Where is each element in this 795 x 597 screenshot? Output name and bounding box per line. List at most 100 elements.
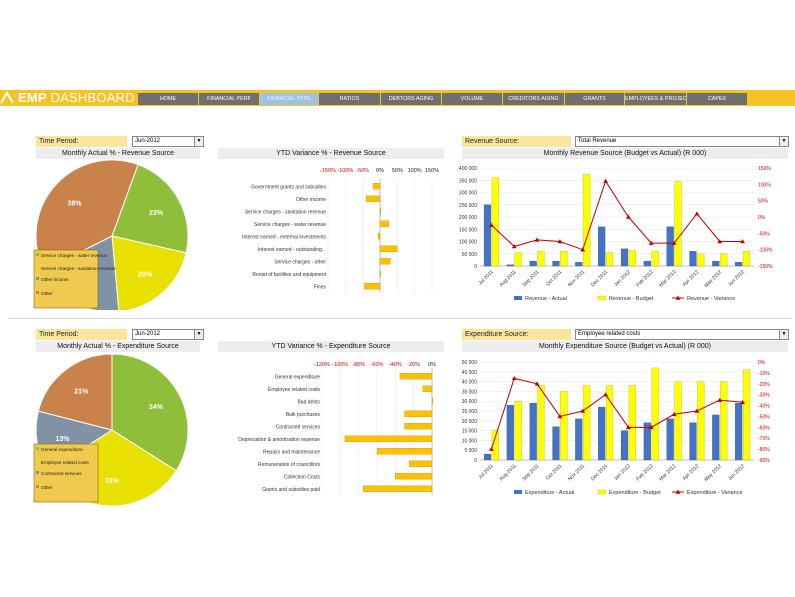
legend-marker-variance (675, 489, 681, 494)
axis-category-label: Interest earned - external investments (242, 234, 326, 240)
x-tick-label: Sep 2011 (521, 269, 540, 288)
y-tick-label: 45 000 (462, 370, 478, 376)
y2-tick-label: -100% (758, 248, 773, 254)
x-tick-label: Dec 2011 (590, 463, 609, 482)
chevron-down-icon[interactable]: ▼ (779, 137, 788, 146)
x-tick-label: Jun 2012 (727, 269, 746, 288)
y2-tick-label: 150% (758, 166, 771, 172)
budget-bar (605, 252, 614, 267)
logo-rest: DASHBOARD (46, 90, 135, 105)
variance-point (740, 239, 745, 244)
variance-bar (365, 195, 381, 202)
chevron-down-icon[interactable]: ▼ (194, 137, 203, 146)
axis-category-label: Service charges - other (274, 259, 326, 265)
pie-legend-entry: Service charges - water revenue (41, 253, 108, 258)
nav-grants[interactable]: GRANTS (565, 93, 624, 105)
variance-point (671, 240, 677, 245)
budget-bar (514, 252, 522, 267)
axis-category-label: Service charges - water revenue (254, 222, 326, 228)
nav-debtors-aging[interactable]: DEBTORS AGING (381, 93, 441, 105)
expenditure-source-control: Expenditure Source: Employee related cos… (462, 329, 789, 340)
pie-legend-swatch (36, 485, 39, 488)
chevron-down-icon[interactable]: ▼ (194, 330, 203, 339)
variance-point (694, 408, 700, 413)
y2-tick-label: 100% (758, 182, 771, 188)
budget-bar (628, 249, 636, 267)
pie-legend-entry: Contracted services (41, 471, 82, 476)
pie-legend-box (33, 249, 99, 309)
variance-bar (364, 283, 381, 290)
variance-point (557, 239, 563, 244)
actual-bar (552, 260, 560, 267)
budget-bar (583, 173, 591, 267)
pie-legend-swatch (36, 266, 39, 269)
legend-budget: Expenditure - Budget (609, 490, 661, 496)
pie-legend-entry: Employee related costs (41, 460, 89, 465)
variance-point (626, 214, 631, 219)
axis-tick-label: -120% (314, 362, 330, 368)
nav-ratios[interactable]: RATIOS (319, 93, 380, 105)
actual-bar (735, 262, 743, 267)
x-tick-label: Dec 2011 (590, 269, 609, 288)
axis-tick-label: -80% (352, 362, 365, 368)
expenditure-period-value: Jun-2012 (135, 331, 161, 337)
pie-legend-box (33, 443, 99, 503)
axis-category-label: Other income (296, 197, 326, 203)
legend-variance: Revenue - Variance (687, 296, 735, 302)
y-tick-label: 25 000 (462, 409, 478, 415)
expenditure-period-select[interactable]: Jun-2012 ▼ (132, 329, 204, 340)
actual-bar (598, 226, 606, 267)
revenue-source-label: Revenue Source: (462, 136, 571, 147)
y-tick-label: 5 000 (464, 448, 477, 454)
budget-bar (537, 385, 545, 461)
axis-tick-label: -100% (332, 362, 348, 368)
axis-category-label: Service charges - sanitation revenue (245, 209, 326, 215)
chevron-down-icon[interactable]: ▼ (779, 330, 788, 339)
y-tick-label: 100 000 (459, 240, 477, 246)
pie-data-label: 20% (138, 272, 153, 279)
nav-creditors-aging[interactable]: CREDITORS AGING (503, 93, 564, 105)
variance-line (491, 179, 743, 251)
revenue-pie-title: Monthly Actual % - Revenue Source (36, 148, 200, 159)
pie-data-label: 23% (149, 210, 164, 217)
variance-bar (379, 208, 381, 215)
pie-data-label: 13% (55, 436, 70, 443)
nav-employees-projects[interactable]: EMPLOYEES & PROJECTS (625, 93, 686, 105)
revenue-pie-chart: 23%20%19%38%Service charges - water reve… (33, 160, 189, 310)
axis-category-label: General expenditure (275, 374, 321, 380)
budget-bar (605, 385, 614, 461)
nav-volume[interactable]: VOLUME (442, 93, 502, 105)
pie-slice (37, 354, 113, 431)
y-tick-label: 400 000 (459, 166, 477, 172)
revenue-variance-chart: -150% -100% -50% 0% 50% 100% 150% Government gr… (242, 168, 439, 293)
variance-point (534, 381, 540, 386)
y2-tick-label: -30% (758, 393, 770, 399)
pie-legend-entry: Service charges - sanitation revenue (41, 266, 116, 271)
app-logo: EMP DASHBOARD (18, 90, 135, 106)
variance-bar (404, 423, 433, 430)
budget-bar (537, 251, 545, 267)
axis-category-label: Collection Costs (284, 474, 321, 480)
x-tick-label: Nov 2011 (567, 463, 586, 482)
variance-bar (379, 220, 389, 227)
y2-tick-label: -70% (758, 436, 770, 442)
axis-tick-label: -20% (407, 362, 420, 368)
nav-financial-type[interactable]: FINANCIAL TYPE (260, 93, 318, 105)
y2-tick-label: 50% (758, 199, 769, 205)
y-tick-label: 30 000 (462, 399, 478, 405)
variance-bar (404, 410, 433, 417)
expenditure-source-select[interactable]: Employee related costs ▼ (575, 329, 789, 340)
revenue-source-select[interactable]: Total Revenue ▼ (575, 136, 789, 147)
nav-financial-perf[interactable]: FINANCIAL PERF (199, 93, 259, 105)
actual-bar (712, 260, 720, 267)
nav-home[interactable]: HOME (138, 93, 198, 105)
budget-bar (583, 385, 591, 461)
revenue-period-select[interactable]: Jun-2012 ▼ (132, 136, 204, 147)
pie-legend-swatch (36, 471, 39, 474)
x-tick-label: Feb 2012 (635, 463, 654, 482)
budget-bar (651, 367, 659, 461)
y2-tick-label: 0% (758, 215, 766, 221)
nav-capex[interactable]: CAPEX (687, 93, 747, 105)
revenue-period-control: Time Period: Jun-2012 ▼ (36, 136, 204, 147)
y2-tick-label: -50% (758, 231, 770, 237)
